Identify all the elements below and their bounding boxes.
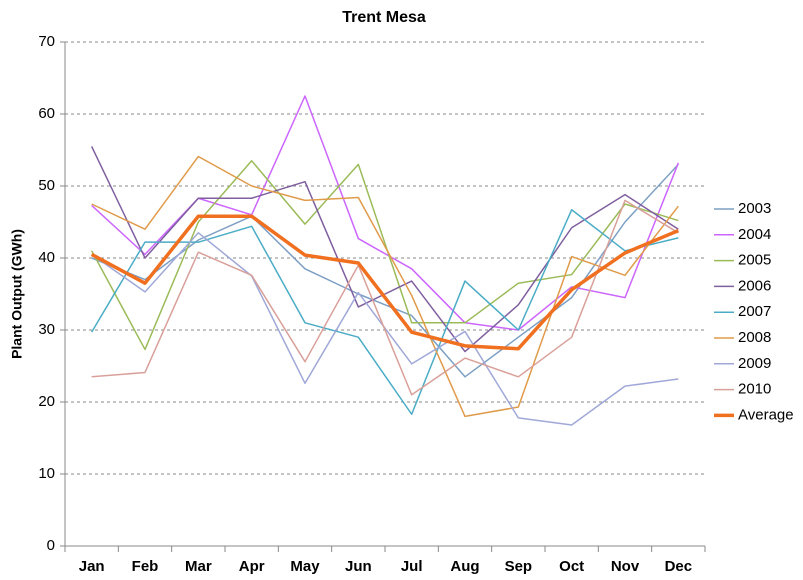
x-tick-label: Feb: [132, 558, 159, 575]
y-tick-label: 70: [38, 33, 55, 50]
x-tick-label: Aug: [450, 558, 479, 575]
y-tick-label: 20: [38, 393, 55, 410]
x-tick-label: Oct: [559, 558, 584, 575]
legend-label: 2004: [738, 226, 771, 243]
legend-label: 2005: [738, 252, 771, 269]
x-tick-label: Nov: [611, 558, 640, 575]
legend-label: 2010: [738, 381, 771, 398]
y-tick-label: 0: [47, 537, 55, 554]
legend-label: 2009: [738, 355, 771, 372]
legend-label: 2008: [738, 329, 771, 346]
x-tick-label: Apr: [239, 558, 265, 575]
series-line: [91, 160, 679, 351]
x-tick-label: Sep: [505, 558, 533, 575]
y-axis-title: Plant Output (GWh): [9, 229, 25, 359]
series-line: [90, 214, 680, 351]
series-line: [91, 163, 679, 378]
x-tick-label: May: [290, 558, 320, 575]
y-tick-label: 60: [38, 105, 55, 122]
y-tick-label: 10: [38, 465, 55, 482]
legend-label: 2007: [738, 303, 771, 320]
y-tick-label: 40: [38, 249, 55, 266]
series-line: [91, 155, 679, 418]
series-line: [90, 146, 679, 353]
x-tick-label: Dec: [665, 558, 693, 575]
series-line: [91, 199, 679, 396]
chart-title: Trent Mesa: [342, 9, 426, 26]
y-tick-label: 50: [38, 177, 55, 194]
legend-label: 2006: [738, 277, 771, 294]
x-tick-label: Mar: [185, 558, 212, 575]
x-tick-label: Jan: [79, 558, 105, 575]
y-tick-label: 30: [38, 321, 55, 338]
x-tick-label: Jun: [345, 558, 372, 575]
legend-label: 2003: [738, 200, 771, 217]
x-tick-label: Jul: [401, 558, 423, 575]
legend-label: Average: [738, 406, 794, 423]
